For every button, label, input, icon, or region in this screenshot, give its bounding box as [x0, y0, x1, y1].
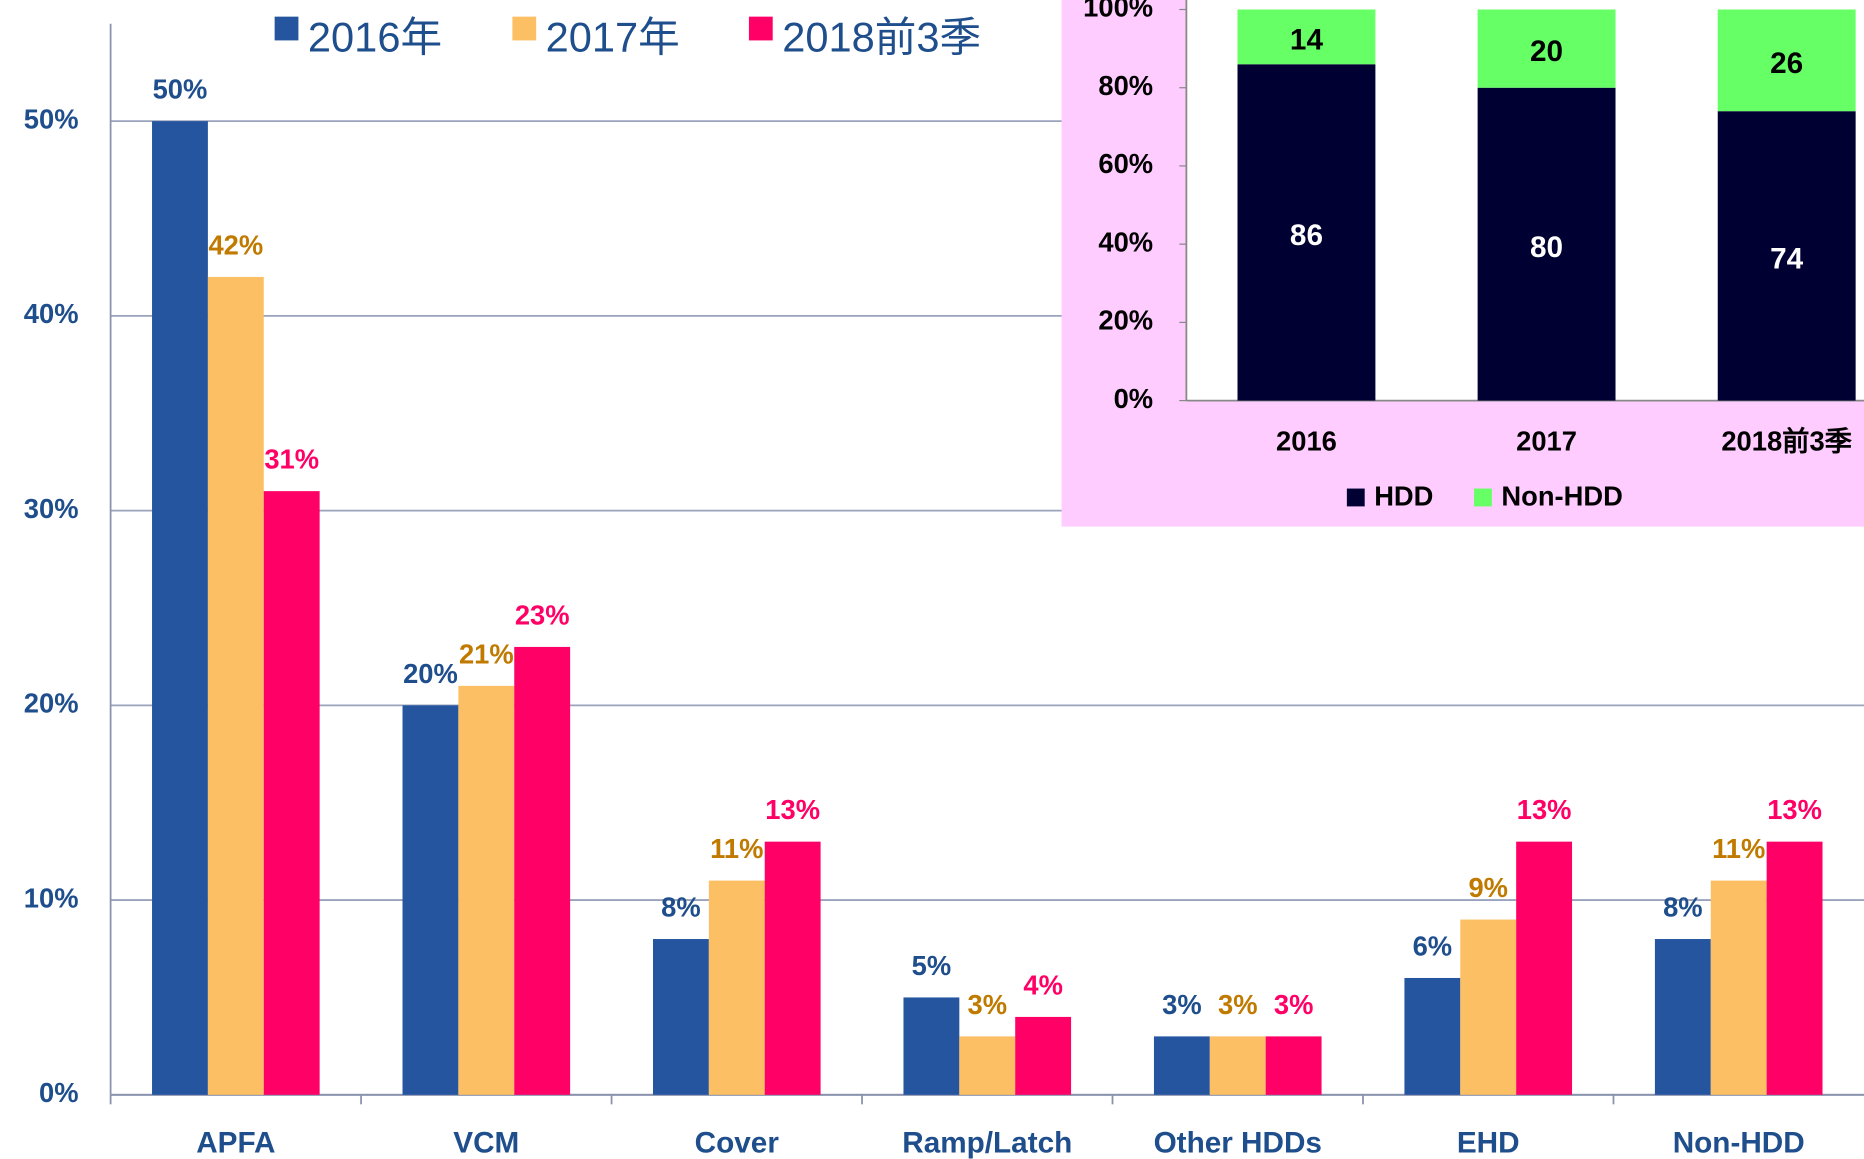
data-label: 21%	[459, 638, 514, 669]
x-tick-label: APFA	[196, 1127, 275, 1159]
bar	[652, 939, 709, 1095]
bar	[263, 491, 320, 1095]
data-label: 8%	[661, 892, 700, 923]
data-label: 3%	[1218, 989, 1258, 1020]
y-tick-label: 30%	[24, 493, 79, 524]
bar	[402, 705, 459, 1095]
data-label: 31%	[264, 444, 319, 475]
data-label: 20%	[403, 658, 458, 689]
bar-segment	[1237, 9, 1376, 65]
y-tick-label: 20%	[24, 688, 79, 719]
bar	[1265, 1036, 1322, 1095]
y-tick-label: 40%	[24, 298, 79, 329]
x-tick-label: EHD	[1457, 1127, 1520, 1159]
bar	[1015, 1016, 1072, 1095]
data-label: 5%	[912, 950, 951, 981]
y-tick-label: 10%	[24, 882, 79, 913]
bar	[207, 276, 264, 1095]
legend-swatch	[1346, 488, 1365, 507]
bar	[1460, 919, 1517, 1095]
data-label: 4%	[1023, 969, 1063, 1000]
inset-chart: 0% 20% 40% 60% 80% 100% 2016 86 14 2017 80 20 2018前3…	[1083, 0, 1864, 511]
y-tick-label: 100%	[1083, 0, 1153, 23]
data-label: 3%	[1274, 989, 1314, 1020]
data-label: 9%	[1468, 872, 1508, 903]
data-label: 74	[1770, 242, 1804, 275]
bar	[708, 880, 765, 1095]
y-tick-label: 80%	[1098, 70, 1153, 101]
data-label: 80	[1530, 231, 1563, 264]
legend-label: HDD	[1374, 480, 1433, 511]
data-label: 26	[1770, 47, 1803, 80]
bar-segment	[1237, 64, 1376, 401]
legend-label: 2018前3季	[782, 13, 981, 60]
bar	[1516, 841, 1573, 1095]
legend-swatch	[748, 16, 773, 41]
legend-swatch	[274, 16, 299, 41]
bar-segment	[1717, 111, 1856, 401]
data-label: 13%	[1517, 794, 1572, 825]
x-tick-label: VCM	[453, 1127, 519, 1159]
data-label: 14	[1290, 23, 1324, 56]
x-tick-label: Other HDDs	[1154, 1127, 1322, 1159]
bar	[764, 841, 821, 1095]
legend-label: 2017年	[546, 13, 680, 60]
bar	[458, 685, 515, 1095]
bar	[1710, 880, 1767, 1095]
bar-segment	[1717, 9, 1856, 112]
bar	[514, 646, 571, 1095]
data-label: 20	[1530, 35, 1563, 68]
x-tick-label: 2018前3季	[1721, 426, 1852, 457]
data-label: 3%	[968, 989, 1007, 1020]
data-label: 13%	[1767, 794, 1822, 825]
main-chart: 0%10%20%30%40%50%APFA50%42%31%VCM20%21%2…	[24, 13, 1864, 1159]
x-tick-label: Non-HDD	[1673, 1127, 1805, 1159]
x-tick-label: 2017	[1516, 426, 1577, 457]
data-label: 42%	[208, 229, 263, 260]
bar	[959, 1036, 1016, 1095]
data-label: 86	[1290, 219, 1323, 252]
data-label: 23%	[515, 599, 570, 630]
y-tick-label: 0%	[1114, 383, 1154, 414]
y-tick-label: 50%	[24, 103, 79, 134]
y-tick-label: 40%	[1098, 226, 1153, 257]
bar	[1766, 841, 1823, 1095]
x-tick-label: Ramp/Latch	[902, 1127, 1072, 1159]
legend-label: 2016年	[308, 13, 442, 60]
data-label: 8%	[1663, 892, 1703, 923]
data-label: 3%	[1162, 989, 1202, 1020]
bar-segment	[1477, 9, 1616, 88]
bar	[1404, 977, 1461, 1095]
y-tick-label: 0%	[39, 1077, 79, 1108]
y-tick-label: 20%	[1098, 305, 1153, 336]
x-tick-label: Cover	[695, 1127, 780, 1159]
y-tick-label: 60%	[1098, 148, 1153, 179]
data-label: 11%	[710, 833, 763, 864]
legend-label: Non-HDD	[1501, 480, 1622, 511]
bar	[1654, 939, 1711, 1095]
legend-swatch	[512, 16, 537, 41]
data-label: 13%	[765, 794, 820, 825]
bar	[903, 997, 960, 1095]
bar	[1209, 1036, 1266, 1095]
bar	[1153, 1036, 1210, 1095]
bar-segment	[1477, 87, 1616, 401]
x-tick-label: 2016	[1276, 426, 1337, 457]
bar	[152, 121, 208, 1095]
data-label: 6%	[1413, 930, 1453, 961]
data-label: 11%	[1712, 833, 1765, 864]
data-label: 50%	[153, 74, 208, 105]
legend-swatch	[1474, 488, 1492, 507]
